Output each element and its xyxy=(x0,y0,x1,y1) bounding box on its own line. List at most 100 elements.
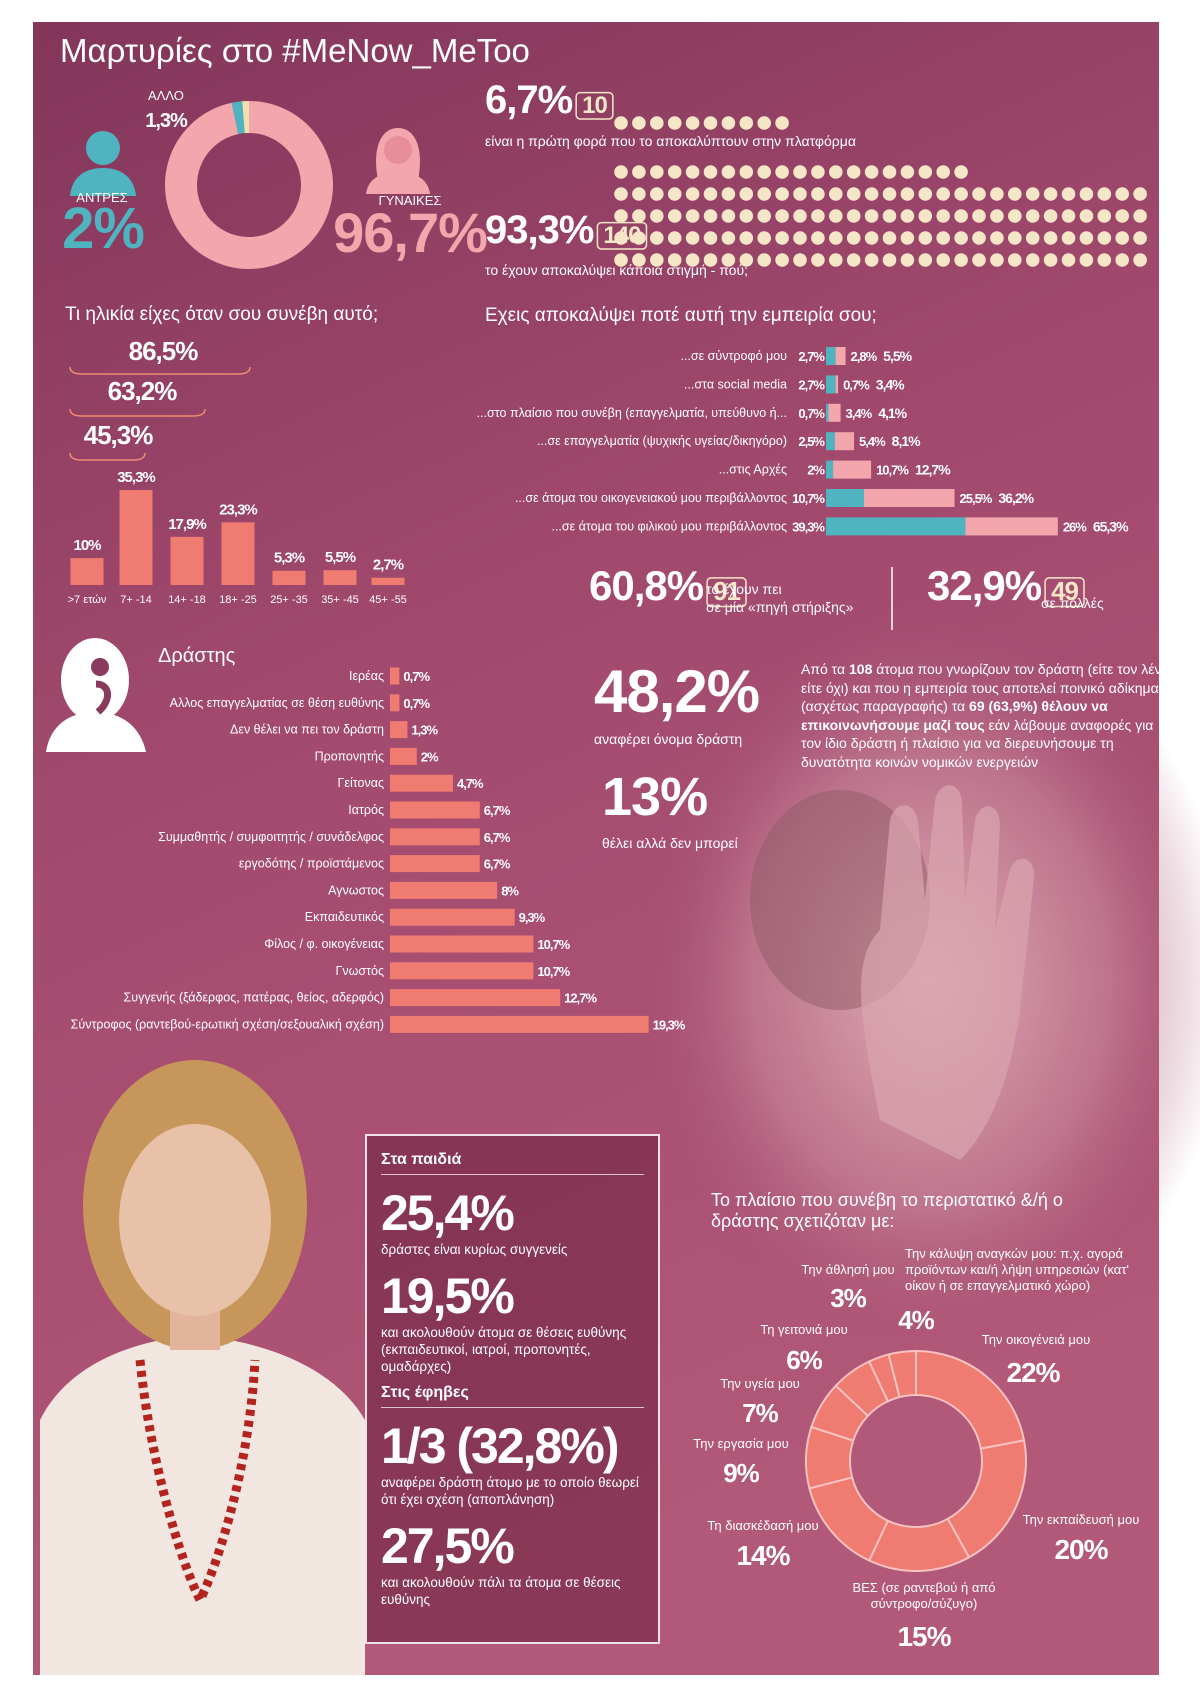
stat-figure: 60,8% xyxy=(589,562,704,609)
bar xyxy=(390,774,453,792)
slice-value: 6% xyxy=(786,1345,822,1375)
x-tick-label: 25+ -35 xyxy=(270,594,308,606)
dot xyxy=(1061,209,1076,223)
count-frame xyxy=(706,577,747,608)
x-tick-label: 7+ -14 xyxy=(120,594,152,606)
dot xyxy=(829,209,843,223)
dot xyxy=(990,209,1004,223)
value-label: 5,4% xyxy=(859,434,886,449)
dot xyxy=(1133,231,1147,245)
slice-value: 2% xyxy=(62,196,144,261)
dot xyxy=(1079,209,1094,223)
value-label: 9,3% xyxy=(519,910,546,925)
dot xyxy=(972,209,986,223)
dot xyxy=(918,209,933,223)
dot xyxy=(650,187,664,201)
donut-slice xyxy=(242,101,249,134)
total-label: 8,1% xyxy=(892,433,921,449)
donut-slice xyxy=(164,101,333,270)
dot xyxy=(846,165,861,179)
dot xyxy=(990,187,1004,201)
y-tick-label: Δεν θέλει να πει τον δράστη xyxy=(230,723,384,737)
bar xyxy=(272,570,306,585)
value-label: 39,3% xyxy=(792,519,825,534)
dot xyxy=(972,253,986,267)
donut-slice xyxy=(887,1349,917,1399)
bar-segment xyxy=(826,517,966,536)
dot xyxy=(936,209,950,223)
y-tick-label: Γνωστός xyxy=(335,964,384,978)
box-figure: 25,4% xyxy=(381,1185,515,1241)
dot xyxy=(1008,231,1022,245)
dot xyxy=(990,231,1004,245)
bracket xyxy=(69,408,206,417)
x-tick-label: 18+ -25 xyxy=(219,594,257,606)
slice-label: Την υγεία μου xyxy=(720,1376,800,1391)
value-label: 4,7% xyxy=(457,776,484,791)
bar xyxy=(221,522,255,585)
box-text: δράστες είναι κυρίως συγγενείς xyxy=(381,1242,568,1257)
y-tick-label: Προπονητής xyxy=(315,749,384,763)
dot xyxy=(667,231,682,245)
count-frame xyxy=(1044,577,1085,608)
bar xyxy=(390,694,400,712)
dot xyxy=(811,209,825,223)
donut-slice xyxy=(231,101,245,135)
value-label: 35,3% xyxy=(117,469,155,486)
dot xyxy=(775,253,789,267)
y-tick-label: Γείτονας xyxy=(338,776,384,790)
dot xyxy=(1079,187,1094,201)
value-label: 5,3% xyxy=(274,550,305,567)
dot xyxy=(1008,209,1022,223)
bar xyxy=(119,490,153,585)
dot xyxy=(703,209,718,223)
y-tick-label: Αγνωστος xyxy=(328,883,384,897)
dot xyxy=(1025,187,1040,201)
dot xyxy=(793,209,807,223)
bar-segment xyxy=(835,375,839,394)
dot xyxy=(757,253,771,267)
dot xyxy=(632,187,646,201)
dot xyxy=(632,253,646,267)
dot xyxy=(864,253,879,267)
dot xyxy=(829,231,843,245)
bar xyxy=(70,558,104,585)
dot xyxy=(1079,253,1094,267)
value-label: 6,7% xyxy=(484,803,511,818)
dot xyxy=(739,165,754,179)
dot xyxy=(793,187,807,201)
dot xyxy=(1115,253,1129,267)
note-text: εάν λάβουμε αναφορές για τον ίδιο δράστη… xyxy=(801,716,1154,770)
bar-segment xyxy=(833,460,872,479)
slice-value: 3% xyxy=(830,1283,866,1313)
slice-value: 7% xyxy=(742,1398,778,1428)
slice-value: 96,7% xyxy=(333,201,487,264)
dot xyxy=(1115,209,1129,223)
box-figure: 1/3 (32,8%) xyxy=(381,1418,619,1474)
value-label: 25,5% xyxy=(960,491,993,506)
dot xyxy=(721,231,736,245)
dot xyxy=(703,253,718,267)
value-label: 23,3% xyxy=(219,501,257,518)
dot xyxy=(775,187,789,201)
dot xyxy=(650,209,664,223)
bar-segment xyxy=(965,517,1058,536)
total-label: 65,3% xyxy=(1093,518,1129,534)
value-label: 6,7% xyxy=(484,857,511,872)
box-heading: Στα παιδιά xyxy=(381,1152,644,1175)
caption: είναι η πρώτη φορά που το αποκαλύπτουν σ… xyxy=(485,133,856,149)
dot xyxy=(650,253,664,267)
box-figure: 27,5% xyxy=(381,1518,515,1574)
dot xyxy=(757,209,771,223)
dot xyxy=(829,253,843,267)
chart-title: Δράστης xyxy=(158,645,236,667)
bar xyxy=(390,667,400,685)
value-label: 19,3% xyxy=(653,1017,686,1032)
dot xyxy=(775,165,789,179)
slice-label: ΒΕΣ (σε ραντεβού ή από σύντροφο/σύζυγο) xyxy=(852,1580,996,1611)
dot xyxy=(846,187,861,201)
count: 49 xyxy=(1051,576,1078,606)
value-label: 2% xyxy=(807,463,825,478)
dot xyxy=(703,231,718,245)
note-emphasis: 108 xyxy=(849,661,873,677)
